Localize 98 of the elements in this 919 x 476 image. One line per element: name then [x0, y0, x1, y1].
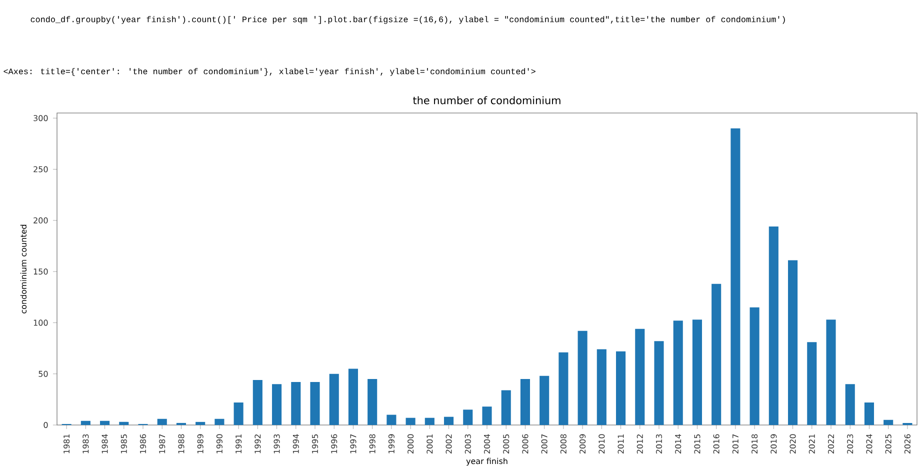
- x-tick-label: 2013: [656, 434, 662, 454]
- bar: [329, 374, 339, 425]
- x-tick-label: 1983: [82, 434, 89, 454]
- x-tick-label: 1981: [64, 434, 70, 454]
- bar: [730, 128, 740, 425]
- x-tick-label: 1993: [274, 434, 280, 454]
- bar: [884, 420, 894, 425]
- bar: [692, 320, 702, 425]
- bar: [558, 352, 568, 425]
- y-tick-label: 100: [34, 320, 48, 326]
- bar: [424, 418, 434, 425]
- x-tick-label: 1996: [331, 434, 338, 454]
- bar: [673, 320, 683, 425]
- bar: [291, 382, 301, 425]
- x-tick-label: 2002: [446, 434, 452, 454]
- bar: [788, 260, 798, 425]
- x-tick-label: 2009: [580, 434, 586, 454]
- chart-title: the number of condominium: [413, 96, 560, 104]
- x-tick-label: 2021: [808, 434, 815, 454]
- bar: [768, 226, 778, 425]
- bar: [807, 342, 817, 425]
- x-tick-label: 2018: [752, 434, 758, 454]
- bar: [750, 307, 760, 425]
- x-tick-label: 1991: [236, 434, 242, 454]
- bar: [616, 351, 626, 425]
- x-tick-label: 2011: [618, 434, 624, 454]
- x-tick-label: 1997: [350, 434, 356, 454]
- bar: [463, 410, 473, 425]
- x-tick-label: 2023: [847, 434, 854, 454]
- x-tick-label: 2019: [770, 434, 777, 454]
- bar: [252, 380, 262, 425]
- bar: [234, 402, 244, 425]
- x-tick-label: 1985: [120, 434, 127, 454]
- y-axis-title: condominium counted: [20, 224, 27, 314]
- bar: [406, 418, 416, 425]
- x-tick-label: 2010: [598, 434, 605, 454]
- text: <Axes: title={'center': 'the number of condominium'}, xlabel='year finish', ylabel='condominium counted'>: [4, 68, 536, 76]
- x-tick-label: 2026: [904, 434, 910, 454]
- x-tick-label: 1989: [197, 434, 204, 454]
- bar: [310, 382, 320, 425]
- bar: [348, 368, 358, 425]
- x-tick-label: 2006: [522, 434, 528, 454]
- x-tick-label: 2012: [636, 434, 643, 454]
- bar: [100, 420, 110, 425]
- bar: [864, 402, 874, 425]
- x-tick-label: 1995: [312, 434, 318, 454]
- x-tick-label: 2014: [675, 434, 682, 454]
- bar: [520, 378, 530, 425]
- x-tick-label: 2003: [464, 434, 471, 454]
- y-tick-label: 250: [34, 166, 48, 172]
- y-tick-label: 300: [34, 115, 48, 122]
- x-tick-label: 2015: [694, 434, 700, 454]
- x-tick-label: 1999: [388, 434, 394, 454]
- bar: [214, 418, 224, 425]
- x-tick-label: 1992: [254, 434, 261, 454]
- bar: [444, 416, 454, 425]
- y-tick-label: 200: [34, 217, 48, 224]
- x-tick-label: 1987: [159, 434, 166, 454]
- x-tick-label: 2007: [541, 434, 548, 454]
- y-tick-label: 0: [44, 422, 48, 428]
- bar: [712, 284, 722, 425]
- bar: [196, 422, 206, 425]
- x-tick-label: 2025: [885, 434, 892, 454]
- x-axis-title: year finish: [466, 458, 508, 466]
- x-tick-label: 1988: [178, 434, 184, 454]
- x-tick-label: 2016: [713, 434, 720, 454]
- bar: [119, 422, 129, 425]
- x-tick-label: 1984: [102, 434, 108, 454]
- x-tick-label: 2000: [408, 434, 414, 454]
- x-tick-label: 2008: [560, 434, 566, 454]
- x-tick-label: 1986: [140, 434, 146, 454]
- bar: [596, 349, 606, 425]
- bar: [654, 341, 664, 425]
- y-tick-label: 50: [38, 370, 48, 377]
- bar: [540, 376, 550, 425]
- bar: [80, 420, 90, 425]
- bar: [578, 330, 588, 425]
- bar: [826, 320, 836, 425]
- x-tick-label: 2004: [484, 434, 490, 454]
- x-tick-label: 1990: [216, 434, 222, 454]
- x-tick-label: 2020: [790, 434, 796, 454]
- bar: [845, 384, 855, 425]
- x-tick-label: 1994: [292, 434, 299, 454]
- y-tick-label: 150: [34, 268, 48, 275]
- bar: [635, 328, 645, 425]
- bar: [157, 418, 167, 425]
- x-tick-label: 1998: [369, 434, 376, 454]
- bar: [368, 378, 378, 425]
- bar: [386, 414, 396, 425]
- x-tick-label: 2017: [732, 434, 738, 454]
- x-tick-label: 2001: [426, 434, 433, 454]
- x-tick-label: 2005: [503, 434, 510, 454]
- bar: [272, 384, 282, 425]
- text: condo_df.groupby('year finish').count()[' Price per sqm '].plot.bar(figsize =(16,6), ylabel = "condominium counted",title='the number of condominium'): [30, 16, 785, 24]
- x-tick-label: 2022: [828, 434, 834, 454]
- bar: [482, 406, 492, 425]
- x-tick-label: 2024: [866, 434, 872, 454]
- bar: [501, 390, 511, 425]
